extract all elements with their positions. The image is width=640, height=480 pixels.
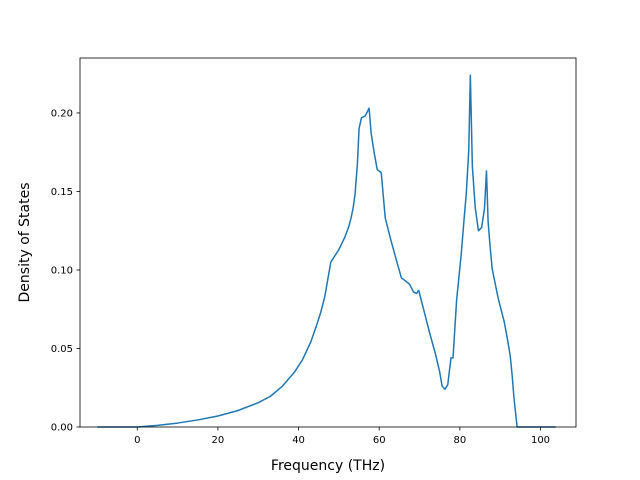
y-axis-ticks: 0.00 0.05 0.10 0.15 0.20: [51, 109, 80, 434]
y-axis-title: Density of States: [17, 183, 33, 303]
x-tick-label: 40: [292, 435, 305, 446]
x-tick-label: 20: [212, 435, 225, 446]
y-tick-label: 0.05: [51, 344, 73, 355]
y-tick-label: 0.15: [51, 187, 73, 198]
x-tick-label: 100: [531, 435, 550, 446]
x-axis-title: Frequency (THz): [271, 458, 385, 474]
y-tick-label: 0.00: [51, 423, 73, 434]
x-tick-label: 0: [134, 435, 140, 446]
x-tick-label: 60: [373, 435, 386, 446]
y-tick-label: 0.10: [51, 266, 73, 277]
x-axis-ticks: 0 20 40 60 80 100: [134, 427, 550, 446]
plot-area-frame: [79, 57, 577, 428]
y-tick-label: 0.20: [51, 109, 73, 120]
dos-series-line: [97, 74, 556, 428]
x-tick-label: 80: [453, 435, 466, 446]
